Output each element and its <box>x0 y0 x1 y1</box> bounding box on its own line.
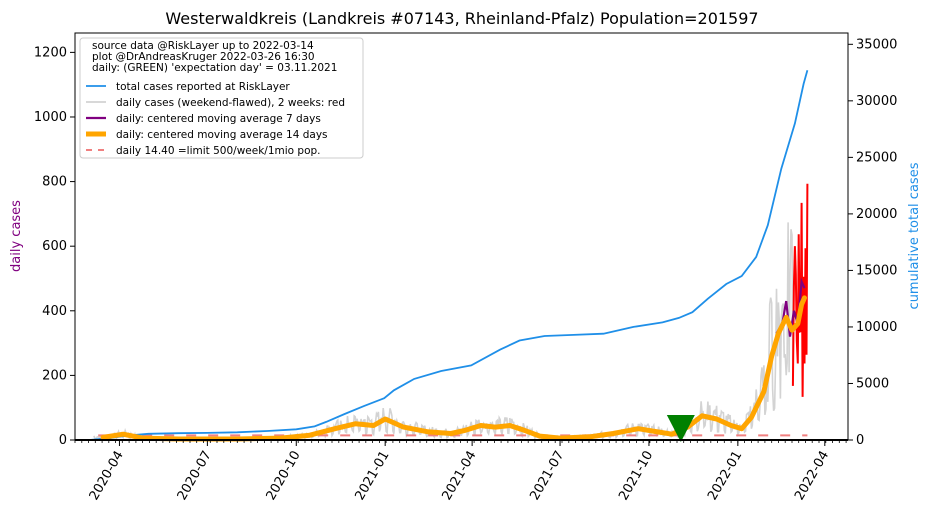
legend-entry: daily: centered moving average 14 days <box>116 129 328 141</box>
y-right-tick-label: 5000 <box>856 376 889 391</box>
y-right-tick-label: 15000 <box>856 263 897 278</box>
y-left-tick-label: 0 <box>59 433 67 448</box>
y-right-tick-label: 25000 <box>856 150 897 165</box>
x-tick-label: 2020-07 <box>175 449 215 504</box>
x-tick-label: 2022-01 <box>705 449 745 504</box>
y-left-tick-label: 600 <box>42 239 67 254</box>
chart-title: Westerwaldkreis (Landkreis #07143, Rhein… <box>165 9 758 28</box>
y-left-tick-label: 1200 <box>34 45 67 60</box>
y-right-tick-label: 30000 <box>856 94 897 109</box>
daily-cases-recent-line <box>791 183 809 397</box>
x-minor-ticks <box>74 440 847 443</box>
x-tick-label: 2021-07 <box>527 449 567 504</box>
y-left-tick-label: 200 <box>42 368 67 383</box>
y-right-tick-label: 10000 <box>856 320 897 335</box>
y-right-tick-label: 0 <box>856 433 864 448</box>
legend-entry: total cases reported at RiskLayer <box>116 81 290 93</box>
y-right-tick-label: 35000 <box>856 37 897 52</box>
legend-info-line: plot @DrAndreasKruger 2022-03-26 16:30 <box>92 51 315 63</box>
x-tick-label: 2021-04 <box>439 449 479 504</box>
right-axis-label: cumulative total cases <box>907 162 922 309</box>
legend-info-line: source data @RiskLayer up to 2022-03-14 <box>92 40 314 52</box>
expectation-day-marker <box>666 415 695 442</box>
legend-entry: daily cases (weekend-flawed), 2 weeks: r… <box>116 97 345 109</box>
x-tick-label: 2020-10 <box>264 449 304 504</box>
daily-cases-line <box>93 222 794 441</box>
x-tick-label: 2022-04 <box>792 449 832 504</box>
y-right-tick-label: 20000 <box>856 207 897 222</box>
legend-box <box>79 37 364 159</box>
legend: source data @RiskLayer up to 2022-03-14p… <box>79 37 364 159</box>
legend-entry: daily 14.40 =limit 500/week/1mio pop. <box>116 145 321 157</box>
total-cases-line <box>89 70 809 441</box>
legend-info-line: daily: (GREEN) 'expectation day' = 03.11… <box>92 62 337 74</box>
x-tick-label: 2021-10 <box>616 449 656 504</box>
x-tick-label: 2021-01 <box>352 449 392 504</box>
y-left-tick-label: 800 <box>42 175 67 190</box>
x-tick-label: 2020-04 <box>87 449 127 504</box>
y-left-tick-label: 1000 <box>34 110 67 125</box>
left-axis-label: daily cases <box>9 200 24 272</box>
ma14-line <box>100 295 807 442</box>
legend-entry: daily: centered moving average 7 days <box>116 113 321 125</box>
plot-area <box>89 70 809 442</box>
y-left-tick-label: 400 <box>42 304 67 319</box>
